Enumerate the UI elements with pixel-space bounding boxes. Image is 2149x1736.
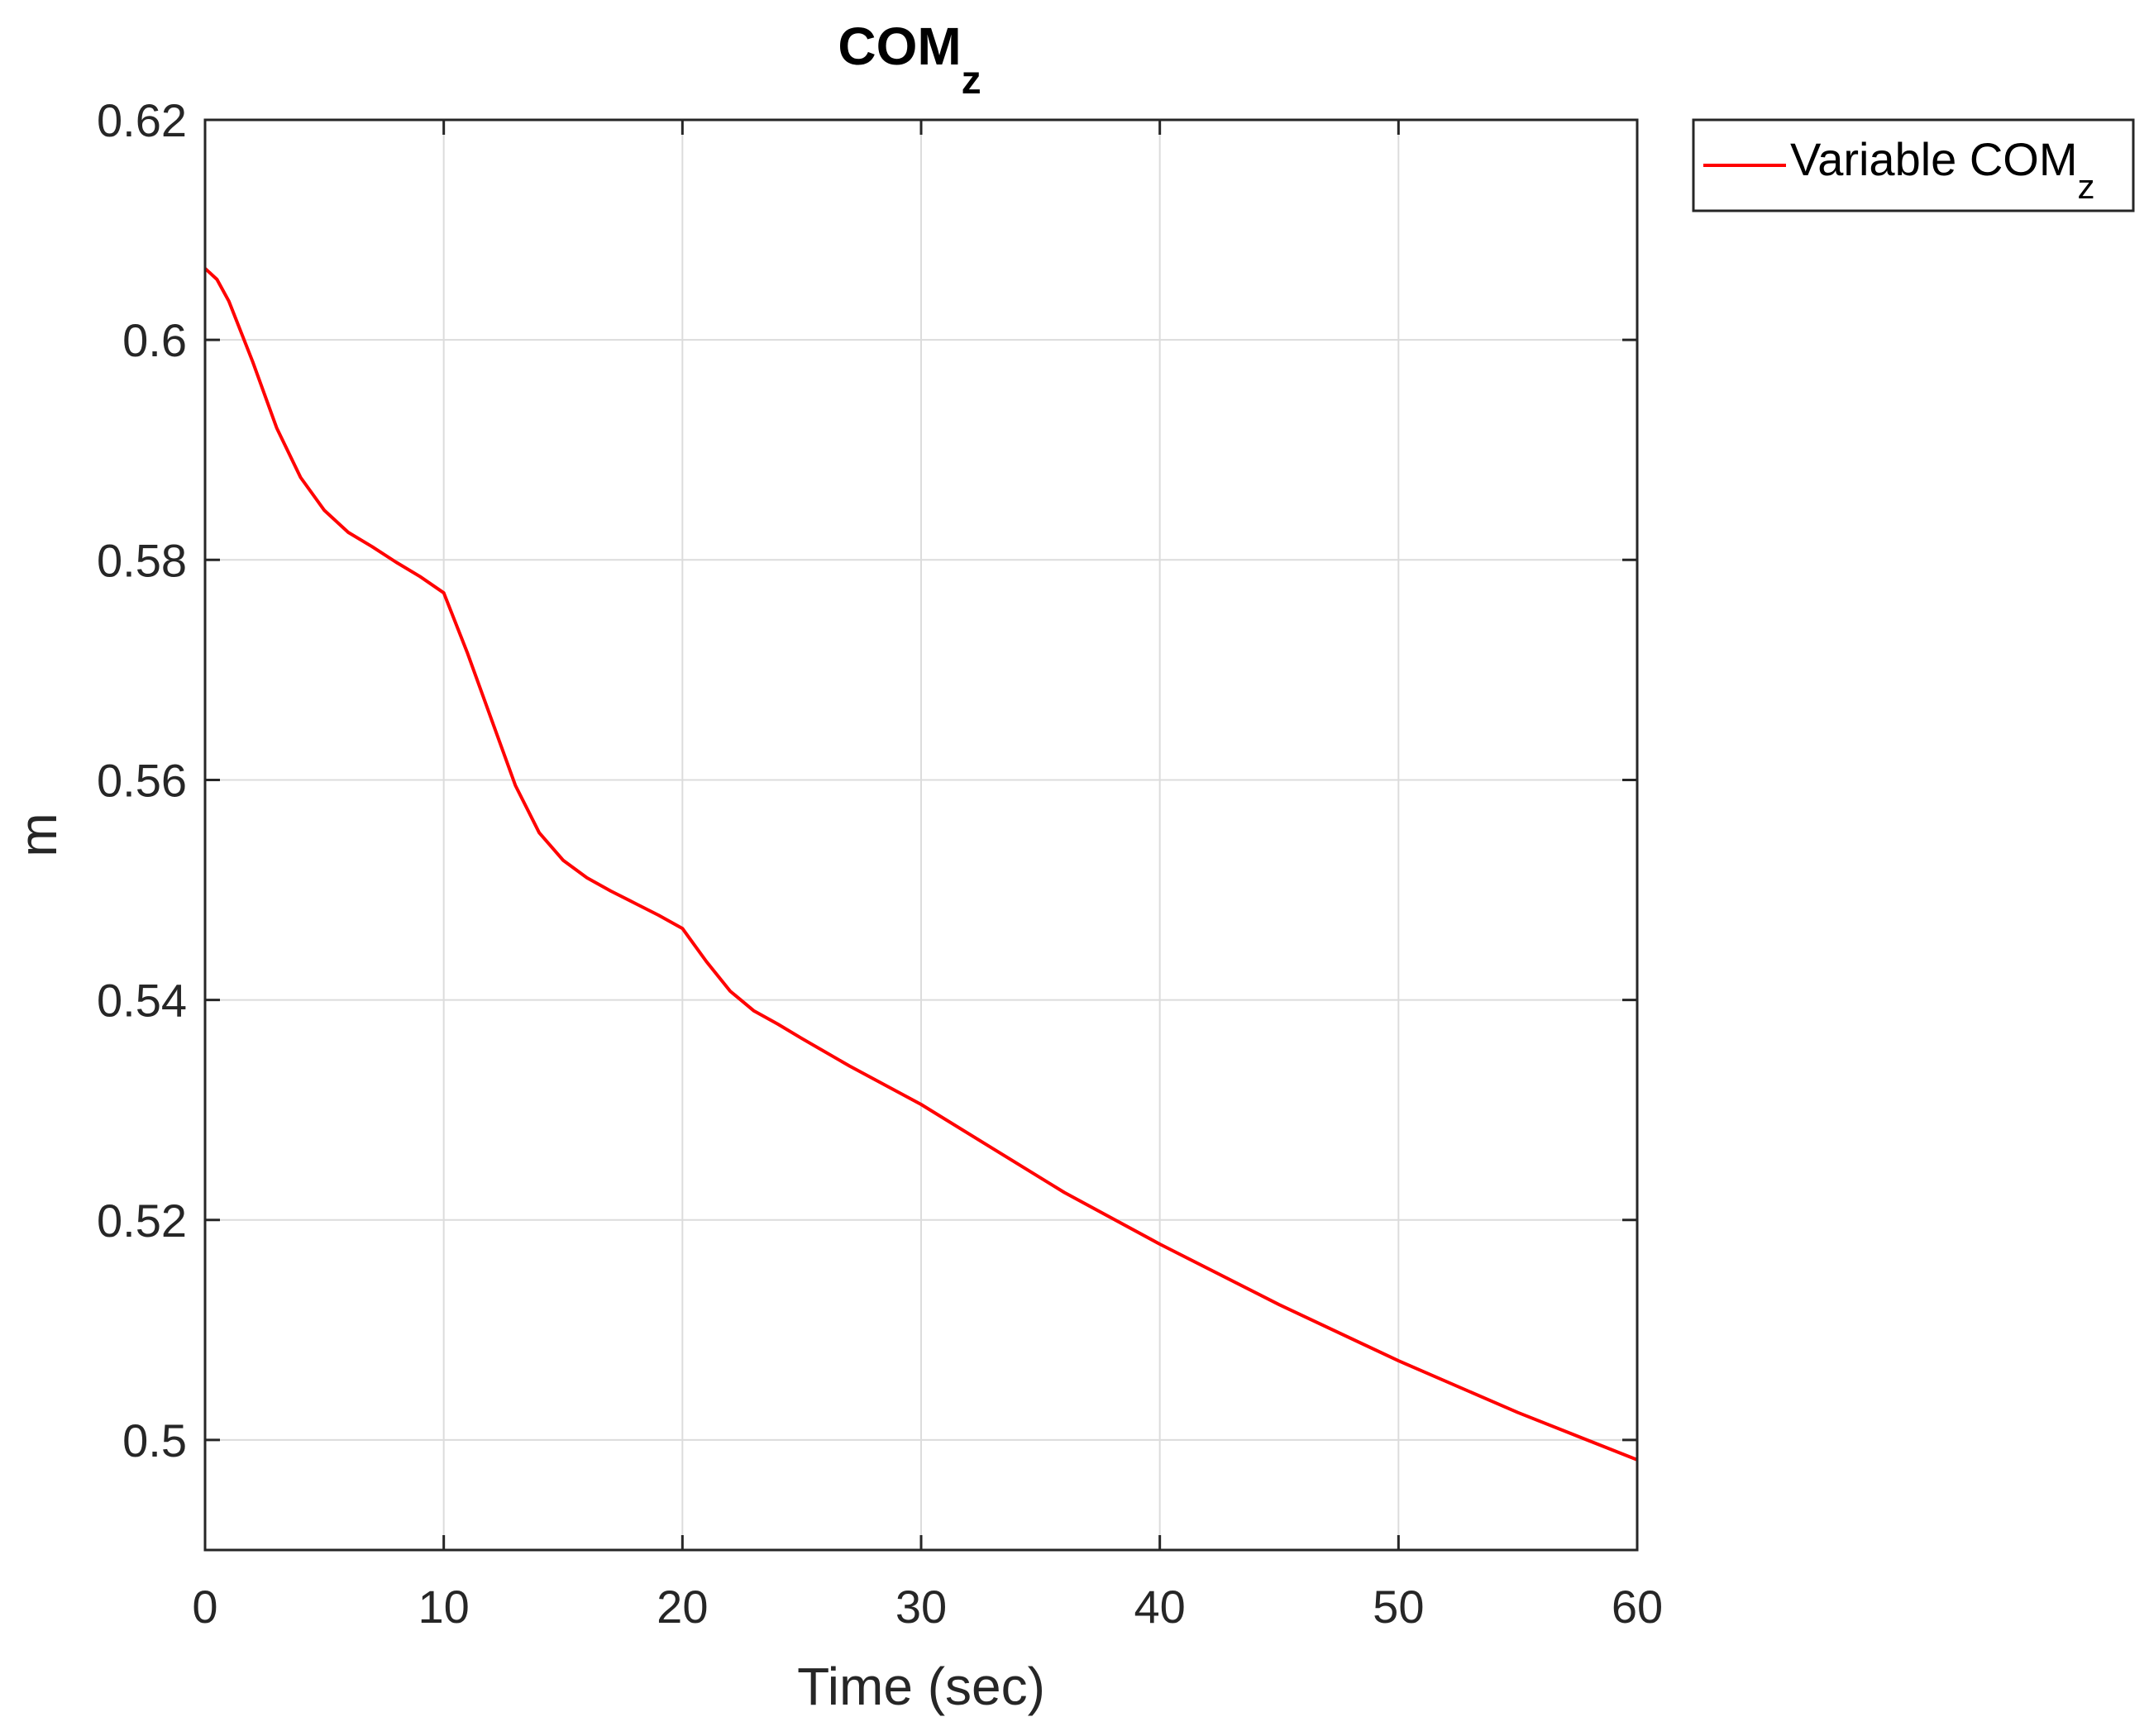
chart-title: COMz <box>838 17 981 103</box>
y-tick-label: 0.62 <box>97 94 187 146</box>
y-tick-label: 0.5 <box>122 1414 187 1467</box>
y-tick-label: 0.6 <box>122 314 187 366</box>
x-tick-label: 0 <box>192 1581 217 1633</box>
x-tick-label: 20 <box>657 1581 708 1633</box>
y-tick-label: 0.58 <box>97 534 187 586</box>
legend-entry-main: Variable COM <box>1790 133 2078 185</box>
y-tick-label: 0.54 <box>97 975 187 1027</box>
x-axis-title: Time (sec) <box>797 1657 1045 1716</box>
chart-title-main: COM <box>838 17 961 76</box>
legend[interactable]: Variable COMz <box>1692 118 2135 212</box>
x-tick-label: 10 <box>418 1581 470 1633</box>
y-tick-label: 0.56 <box>97 754 187 806</box>
legend-entry-label: Variable COMz <box>1790 133 2095 206</box>
y-axis-title: m <box>8 813 68 856</box>
x-tick-label: 50 <box>1373 1581 1424 1633</box>
ticks <box>203 118 1639 1550</box>
tick-labels: 0 10 20 30 40 50 60 0.5 0.52 0.54 0.56 0.58 0.6 0.62 <box>97 94 1663 1633</box>
series-line <box>203 267 1638 1462</box>
x-tick-label: 30 <box>895 1581 947 1633</box>
x-tick-label: 40 <box>1134 1581 1186 1633</box>
series-group <box>203 267 1638 1462</box>
legend-entry-subscript: z <box>2078 167 2095 206</box>
y-tick-label: 0.52 <box>97 1195 187 1247</box>
chart-title-subscript: z <box>962 59 981 103</box>
x-tick-label: 60 <box>1612 1581 1663 1633</box>
